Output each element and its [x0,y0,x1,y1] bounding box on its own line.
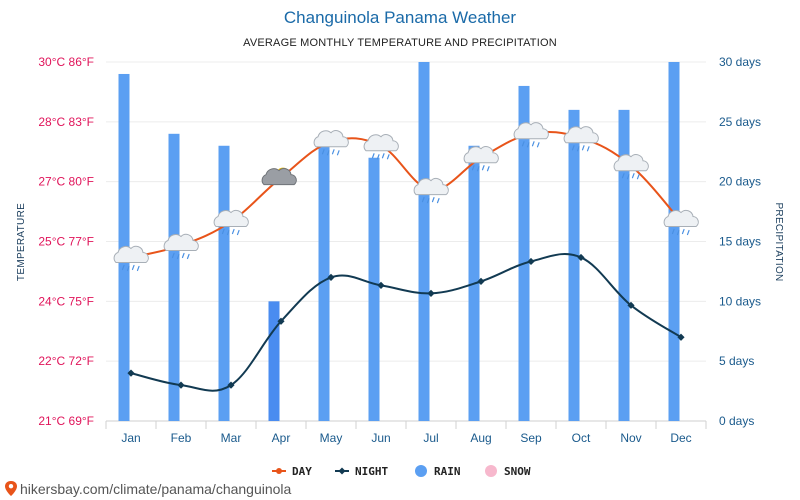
rain-cloud-icon [163,233,199,260]
y-right-tick-label: 20 days [719,175,761,189]
x-tick-label: Oct [572,431,591,445]
x-tick-label: Aug [470,431,491,445]
weather-icons [113,122,699,272]
x-tick-label: Jun [371,431,390,445]
rain-cloud-icon [463,146,499,172]
x-tick-label: Jan [121,431,140,445]
night-point [227,381,235,389]
y-right-tick-label: 15 days [719,235,761,249]
night-point [677,333,685,341]
night-point [327,273,335,281]
y-right-tick-label: 10 days [719,294,761,308]
chart-subtitle: AVERAGE MONTHLY TEMPERATURE AND PRECIPIT… [243,37,557,49]
night-point [577,253,585,262]
x-tick-label: May [320,431,343,445]
legend-item-rain: RAIN [415,465,461,478]
legend-label: DAY [292,465,312,478]
y-axis-right-ticks: 0 days 5 days 10 days 15 days 20 days 25 days… [719,55,761,428]
night-point [477,277,485,285]
rain-bar [318,145,330,421]
night-point [177,381,185,389]
y-axis-right-title: PRECIPITATION [773,202,784,281]
rain-bar [568,109,580,421]
source-credit[interactable]: hikersbay.com/climate/panama/changuinola [5,481,292,497]
legend-marker [276,468,282,474]
night-point [527,257,535,266]
rain-bar [518,85,530,421]
y-right-tick-label: 25 days [719,115,761,129]
x-tick-label: Sep [520,431,542,445]
chart-title: Changuinola Panama Weather [284,8,517,27]
y-left-tick-label: 30°C 86°F [38,55,94,69]
y-left-tick-label: 24°C 75°F [38,294,94,308]
legend-label: RAIN [434,465,461,478]
x-tick-label: Nov [620,431,641,445]
x-tick-label: Mar [221,431,242,445]
x-axis: Jan Feb Mar Apr May Jun Jul Aug Sep Oct Nov Dec [121,431,691,445]
legend-label: SNOW [504,465,531,478]
location-pin-icon [5,481,17,496]
y-left-tick-label: 22°C 72°F [38,354,94,368]
legend-swatch [415,465,427,477]
rain-bar [218,145,230,421]
y-left-tick-label: 28°C 83°F [38,115,94,129]
y-left-tick-label: 25°C 77°F [38,235,94,249]
legend-swatch [485,465,497,477]
rain-cloud-icon [513,122,549,148]
rain-cloud-icon [663,209,699,236]
night-point [277,317,285,325]
legend-label: NIGHT [355,465,388,478]
partly-sunny-icon [261,167,297,186]
night-point [377,281,385,289]
night-point [627,301,635,309]
rain-bar [618,109,630,421]
rain-bar [418,62,430,421]
rain-cloud-icon [313,130,349,156]
day-temperature-line [130,130,682,259]
x-tick-label: Dec [670,431,691,445]
y-right-tick-label: 0 days [719,414,754,428]
source-link[interactable]: hikersbay.com/climate/panama/changuinola [20,481,292,497]
rain-cloud-icon [413,177,449,204]
rain-cloud-icon [563,126,599,152]
legend-item-night: NIGHT [335,465,388,478]
rain-cloud-icon [613,154,649,180]
y-axis-left-ticks: 21°C 69°F 22°C 72°F 24°C 75°F 25°C 77°F 27°C… [38,55,94,428]
y-axis-left-title: TEMPERATURE [16,203,27,281]
y-right-tick-label: 30 days [719,55,761,69]
rain-cloud-icon [363,134,399,160]
x-tick-label: Apr [272,431,291,445]
legend: DAY NIGHT RAIN SNOW [272,465,531,478]
temperature-lines [127,130,685,392]
night-temperature-line [130,253,682,392]
rain-bar [268,301,280,421]
rain-bar [668,62,680,421]
night-point [427,289,435,297]
rain-cloud-icon [113,245,149,272]
y-left-tick-label: 21°C 69°F [38,414,94,428]
rain-bar [368,157,380,421]
x-tick-label: Jul [423,431,438,445]
x-tick-label: Feb [171,431,192,445]
legend-marker [338,467,346,475]
night-point [127,369,135,377]
rain-cloud-icon [213,209,249,236]
legend-item-day: DAY [272,465,312,478]
y-left-tick-label: 27°C 80°F [38,175,94,189]
y-right-tick-label: 5 days [719,354,754,368]
grid-lines [105,61,707,429]
legend-item-snow: SNOW [485,465,531,478]
rain-bar [168,133,180,422]
